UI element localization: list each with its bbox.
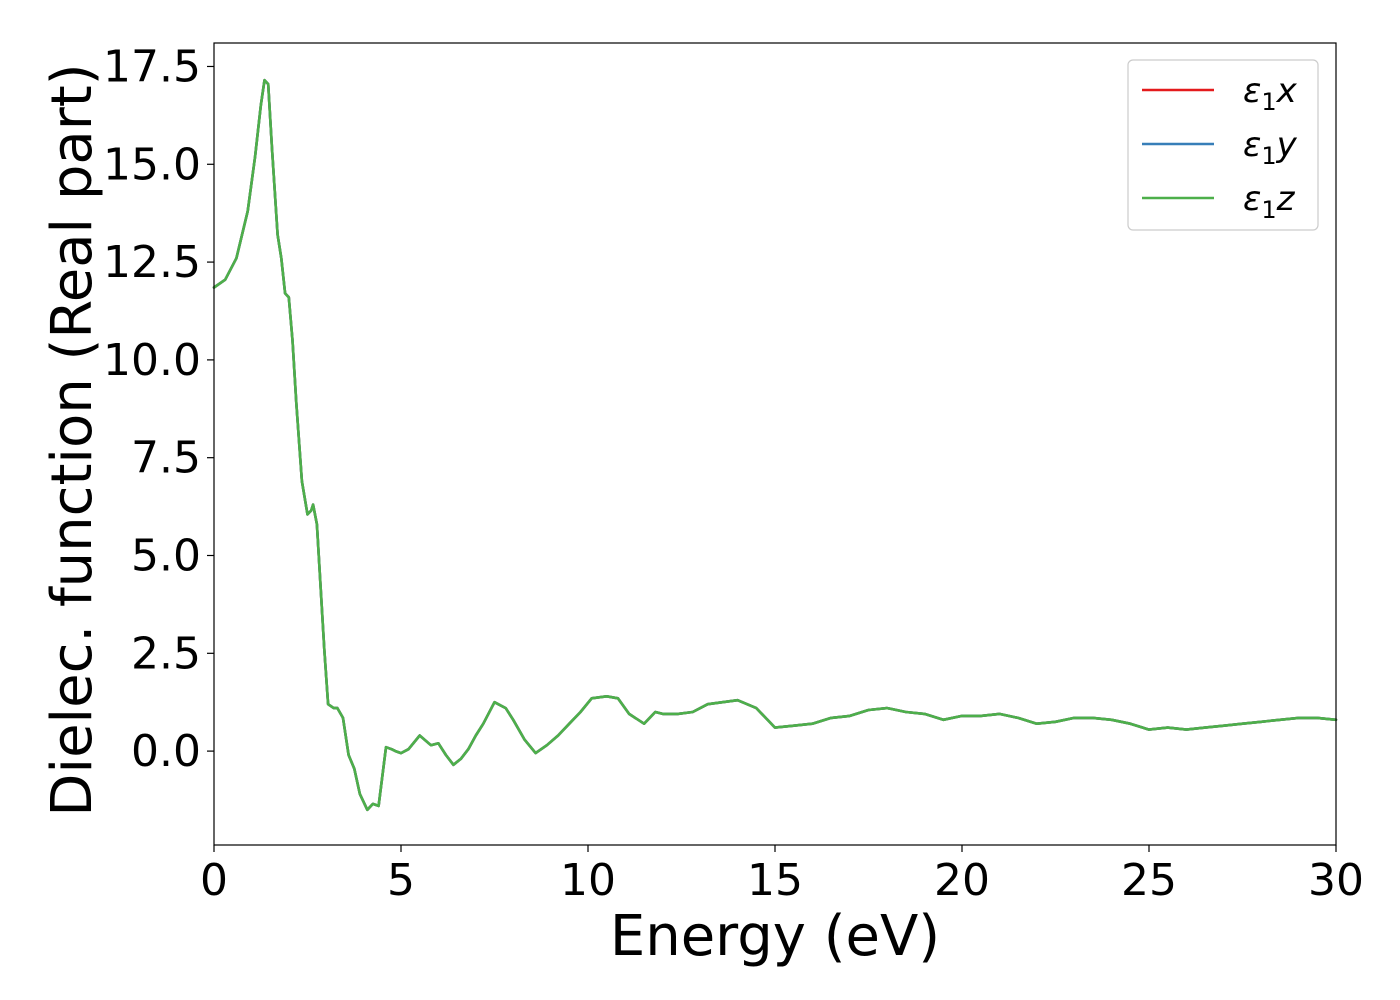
x-axis-label: Energy (eV) xyxy=(610,904,940,969)
x-tick-label: 10 xyxy=(560,855,616,906)
x-tick-label: 30 xyxy=(1308,855,1364,906)
y-tick-label: 17.5 xyxy=(103,41,201,92)
y-tick-label: 7.5 xyxy=(131,433,201,484)
x-tick-label: 15 xyxy=(747,855,803,906)
legend: ε1x ε1y ε1z xyxy=(1127,59,1319,231)
x-tick-label: 0 xyxy=(200,855,228,906)
x-tick-label: 25 xyxy=(1121,855,1177,906)
y-tick-label: 0.0 xyxy=(131,726,201,777)
x-tick-label: 5 xyxy=(387,855,415,906)
legend-label-2: ε1y xyxy=(1243,125,1298,170)
y-axis-label: Dielec. function (Real part) xyxy=(40,63,105,816)
plot-lines xyxy=(212,78,1338,812)
legend-box xyxy=(1127,59,1319,231)
y-axis-ticks: 0.0 2.5 5.0 7.5 10.0 12.5 15.0 17.5 xyxy=(103,41,214,777)
y-tick-label: 5.0 xyxy=(131,530,201,581)
y-tick-label: 2.5 xyxy=(131,628,201,679)
series-line-3 xyxy=(212,78,1338,812)
legend-label-3: ε1z xyxy=(1243,179,1296,224)
legend-label-1: ε1x xyxy=(1243,71,1298,116)
y-tick-label: 10.0 xyxy=(103,335,201,386)
x-tick-label: 20 xyxy=(934,855,990,906)
y-tick-label: 15.0 xyxy=(103,139,201,190)
x-axis-ticks: 0 5 10 15 20 25 30 xyxy=(200,845,1364,906)
y-tick-label: 12.5 xyxy=(103,237,201,288)
